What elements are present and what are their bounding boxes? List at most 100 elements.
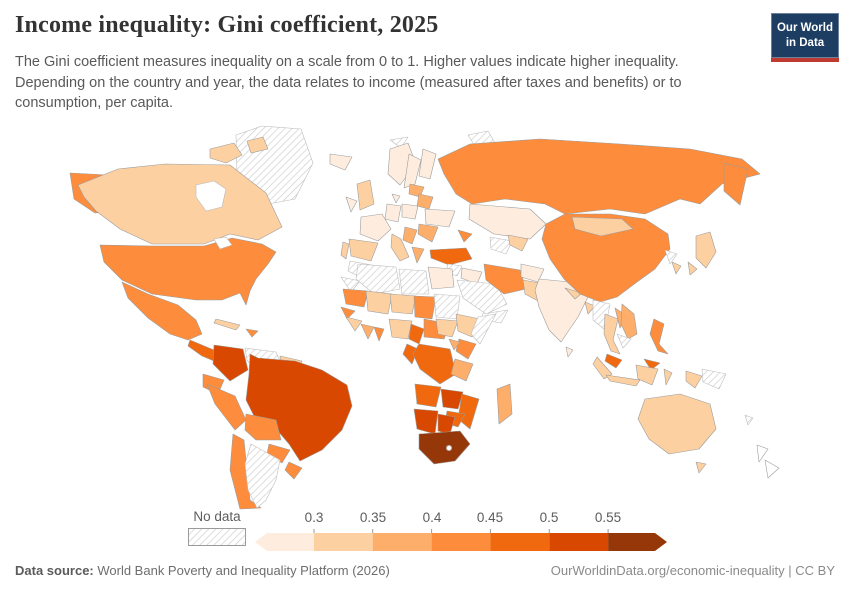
country-iran[interactable] <box>483 263 527 295</box>
country-denmark[interactable] <box>391 193 401 204</box>
country-philippines[interactable] <box>649 318 669 355</box>
country-malaysia[interactable] <box>604 353 623 369</box>
country-tanzania[interactable] <box>450 358 474 382</box>
country-new-caledonia[interactable] <box>744 414 754 426</box>
country-kazakhstan[interactable] <box>468 203 547 240</box>
legend-bin-4[interactable] <box>490 533 550 551</box>
country-poland[interactable] <box>401 203 419 220</box>
country-mali[interactable] <box>365 290 393 315</box>
country-saudi-arabia[interactable] <box>456 279 508 315</box>
country-balkans[interactable] <box>402 226 418 245</box>
legend-bin-3[interactable] <box>431 533 491 551</box>
country-hispaniola[interactable] <box>245 328 259 338</box>
country-south-africa[interactable] <box>418 430 471 465</box>
country-uganda[interactable] <box>448 338 461 351</box>
legend-no-data[interactable]: No data <box>188 509 246 551</box>
country-peru[interactable] <box>206 383 247 431</box>
country-japan[interactable] <box>695 231 717 269</box>
owid-logo[interactable]: Our World in Data <box>771 13 839 62</box>
country-sri-lanka[interactable] <box>565 346 574 358</box>
country-cuba[interactable] <box>213 318 241 331</box>
country-ghana[interactable] <box>373 326 385 342</box>
country-guinea[interactable] <box>345 316 363 332</box>
country-ukraine[interactable] <box>424 208 456 228</box>
country-kenya[interactable] <box>455 338 477 360</box>
country-namibia[interactable] <box>413 408 439 435</box>
country-mexico[interactable] <box>121 281 203 341</box>
country-australia[interactable] <box>637 393 717 455</box>
country-usa[interactable] <box>99 237 277 306</box>
country-libya[interactable] <box>398 268 430 295</box>
country-niger[interactable] <box>389 293 417 315</box>
country-vietnam[interactable] <box>620 303 638 340</box>
country-greece[interactable] <box>411 246 425 264</box>
country-uk[interactable] <box>356 179 375 211</box>
country-sweden[interactable] <box>403 153 422 189</box>
legend-bin-2[interactable] <box>372 533 432 551</box>
country-svalbard[interactable] <box>389 136 409 149</box>
country-cambodia[interactable] <box>616 333 632 349</box>
country-drc[interactable] <box>412 343 457 385</box>
country-ireland[interactable] <box>345 196 358 213</box>
legend-bin-5[interactable] <box>549 533 609 551</box>
country-mozambique[interactable] <box>457 393 480 430</box>
country-russia-kamchatka[interactable] <box>723 162 749 206</box>
legend-bin-1[interactable] <box>314 533 373 551</box>
country-new-zealand-north[interactable] <box>756 444 769 463</box>
country-argentina[interactable] <box>244 443 281 509</box>
country-cameroon[interactable] <box>408 323 425 345</box>
country-lesotho[interactable] <box>446 445 452 451</box>
country-germany[interactable] <box>384 203 402 223</box>
country-colombia[interactable] <box>212 344 249 382</box>
country-bangladesh[interactable] <box>584 301 596 315</box>
credit-link[interactable]: OurWorldinData.org/economic-inequality |… <box>550 563 835 578</box>
country-madagascar[interactable] <box>496 383 513 425</box>
country-japan-south[interactable] <box>687 261 698 276</box>
country-nigeria[interactable] <box>388 318 413 340</box>
country-uzbekistan[interactable] <box>507 234 529 252</box>
country-turkey[interactable] <box>429 247 473 266</box>
country-senegal[interactable] <box>340 306 356 320</box>
country-south-korea[interactable] <box>671 261 682 275</box>
country-north-korea[interactable] <box>664 249 678 265</box>
country-indonesia-java[interactable] <box>605 374 641 387</box>
country-papua-new-guinea[interactable] <box>701 368 727 390</box>
country-south-sudan[interactable] <box>435 318 459 338</box>
country-zambia[interactable] <box>440 388 464 410</box>
country-somalia[interactable] <box>470 313 497 345</box>
country-angola[interactable] <box>414 383 442 408</box>
country-iceland[interactable] <box>329 153 353 171</box>
country-tasmania[interactable] <box>695 461 707 474</box>
country-nepal[interactable] <box>564 287 583 300</box>
country-finland[interactable] <box>418 148 437 180</box>
country-canada[interactable] <box>77 163 283 245</box>
country-indonesia-sulawesi[interactable] <box>663 368 673 386</box>
country-chad[interactable] <box>413 295 437 320</box>
country-italy[interactable] <box>390 233 410 262</box>
country-canadian-arctic[interactable] <box>246 136 269 154</box>
country-paraguay[interactable] <box>266 443 291 464</box>
country-france[interactable] <box>359 213 392 242</box>
country-china[interactable] <box>541 213 671 303</box>
country-portugal[interactable] <box>340 241 350 260</box>
country-mongolia[interactable] <box>571 216 634 237</box>
country-algeria[interactable] <box>355 263 401 295</box>
country-belarus[interactable] <box>416 193 434 210</box>
country-congo-gabon[interactable] <box>402 343 419 365</box>
country-indonesia-borneo[interactable] <box>635 364 659 386</box>
country-canadian-arctic[interactable] <box>209 142 243 164</box>
country-new-zealand-south[interactable] <box>764 459 780 479</box>
country-bolivia[interactable] <box>244 413 282 441</box>
country-spain[interactable] <box>348 238 379 262</box>
legend-bin-0[interactable] <box>255 533 314 551</box>
country-indonesia-papua[interactable] <box>685 370 703 389</box>
country-romania[interactable] <box>417 223 439 243</box>
country-caucasus[interactable] <box>457 229 473 243</box>
country-indonesia-sumatra[interactable] <box>592 356 613 380</box>
country-chile[interactable] <box>229 433 262 510</box>
country-malaysia-borneo[interactable] <box>643 358 661 371</box>
legend-bin-6[interactable] <box>608 533 667 551</box>
country-russia[interactable] <box>437 138 761 215</box>
country-brazil[interactable] <box>245 353 353 462</box>
country-botswana[interactable] <box>437 413 456 435</box>
